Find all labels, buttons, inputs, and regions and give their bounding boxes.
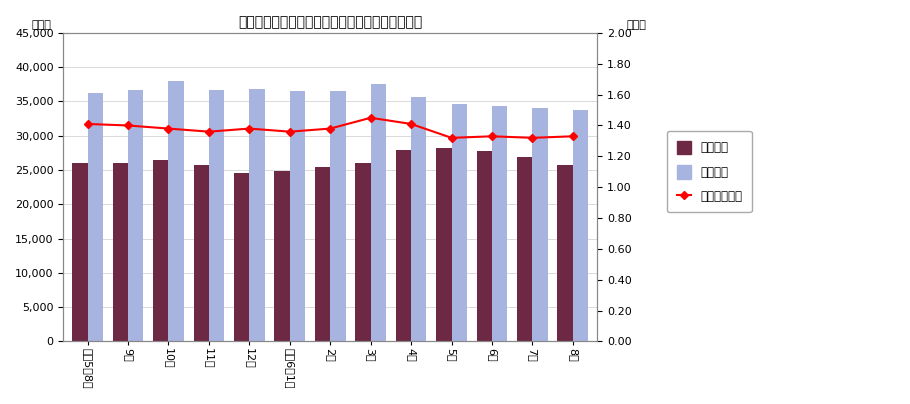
Bar: [370, 84, 386, 341]
Bar: [209, 90, 224, 341]
Bar: [72, 163, 87, 341]
有効求人倍率: [163, 126, 174, 131]
Bar: [87, 93, 103, 341]
有効求人倍率: [244, 126, 255, 131]
Bar: [194, 164, 209, 341]
有効求人倍率: [365, 116, 376, 120]
Title: 有効求職・求人・求人倍率（季節調整値）の推移: 有効求職・求人・求人倍率（季節調整値）の推移: [238, 15, 422, 29]
Bar: [315, 166, 330, 341]
有効求人倍率: [82, 122, 93, 126]
有効求人倍率: [123, 123, 134, 128]
有効求人倍率: [568, 134, 579, 139]
Bar: [275, 171, 289, 341]
Bar: [573, 110, 588, 341]
Bar: [477, 151, 492, 341]
Line: 有効求人倍率: 有効求人倍率: [85, 115, 576, 141]
Bar: [249, 89, 265, 341]
Legend: 有効求職, 有効求人, 有効求人倍率: 有効求職, 有効求人, 有効求人倍率: [667, 131, 752, 213]
Bar: [168, 81, 184, 341]
有効求人倍率: [487, 134, 498, 139]
Bar: [234, 173, 249, 341]
Bar: [153, 160, 168, 341]
Text: （倍）: （倍）: [626, 20, 646, 30]
Bar: [128, 90, 144, 341]
Bar: [411, 97, 427, 341]
有効求人倍率: [527, 135, 538, 140]
Bar: [558, 164, 573, 341]
Bar: [113, 162, 128, 341]
Bar: [396, 150, 411, 341]
有効求人倍率: [406, 122, 417, 126]
Bar: [436, 148, 451, 341]
Bar: [492, 106, 508, 341]
有効求人倍率: [284, 129, 295, 134]
Bar: [289, 90, 305, 341]
有効求人倍率: [325, 126, 336, 131]
Bar: [517, 157, 532, 341]
Bar: [451, 103, 467, 341]
有効求人倍率: [446, 135, 457, 140]
Bar: [355, 163, 370, 341]
Bar: [330, 91, 346, 341]
有効求人倍率: [204, 129, 215, 134]
Bar: [532, 108, 548, 341]
Text: （人）: （人）: [31, 20, 51, 30]
